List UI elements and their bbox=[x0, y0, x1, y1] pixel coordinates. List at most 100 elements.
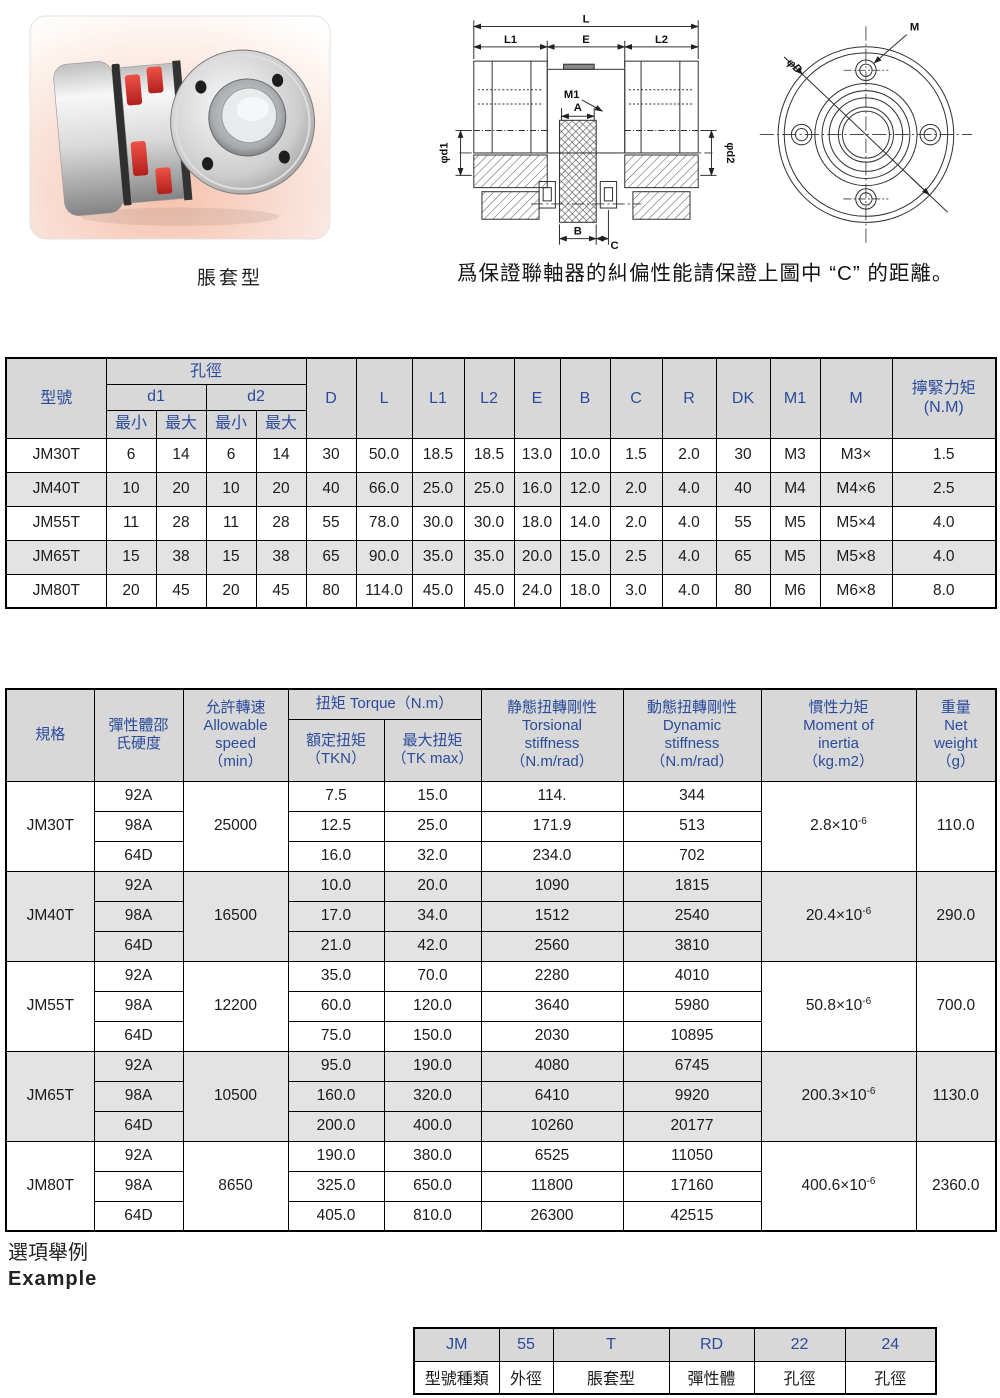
col-header: M bbox=[819, 357, 893, 439]
section-view-drawing: L L1 E L2 M1 A B C φd1 φd2 bbox=[438, 13, 735, 250]
cell: 55 bbox=[498, 1327, 554, 1362]
cell: 17160 bbox=[622, 1170, 762, 1202]
cell: 13.0 bbox=[513, 437, 561, 473]
cell: 2.5 bbox=[891, 471, 997, 507]
cell: 2280 bbox=[480, 960, 624, 992]
model-cell: JM65T bbox=[5, 539, 107, 575]
cell: 11 bbox=[105, 505, 157, 541]
col-header: D bbox=[305, 357, 357, 439]
table-row: JM40T 92A 16500 10.0 20.0 1090 1815 20.4… bbox=[5, 870, 997, 962]
cell: 92A bbox=[93, 960, 184, 992]
col-header-d2: d2 bbox=[205, 383, 307, 411]
col-header-speed: 允許轉速 Allowable speed （min） bbox=[182, 688, 289, 782]
dim-label-A: A bbox=[574, 102, 582, 114]
cell: 190.0 bbox=[287, 1140, 385, 1172]
example-label-row: 型號種類 外徑 脹套型 彈性體 孔徑 孔徑 bbox=[413, 1360, 937, 1395]
dim-label-d1: φd1 bbox=[438, 142, 450, 163]
cell: 4.0 bbox=[661, 539, 717, 575]
cell: 17.0 bbox=[287, 900, 385, 932]
alignment-note: 爲保證聯軸器的糾偏性能請保證上圖中 “C” 的距離。 bbox=[457, 262, 954, 285]
cell: 20 bbox=[105, 573, 157, 609]
col-header: L bbox=[355, 357, 413, 439]
cell: 42515 bbox=[622, 1200, 762, 1232]
cell: 80 bbox=[715, 573, 771, 609]
cell: 114. bbox=[480, 780, 624, 812]
dim-label-E: E bbox=[582, 34, 590, 46]
col-header: E bbox=[513, 357, 561, 439]
dim-label-M: M bbox=[910, 21, 919, 33]
col-header-min: 最小 bbox=[205, 409, 257, 439]
table-header-row: 型號 孔徑 D L L1 L2 E B C R DK M1 M 擰緊力矩 (N.… bbox=[5, 357, 997, 439]
cell: 2560 bbox=[480, 930, 624, 962]
cell: 4.0 bbox=[661, 505, 717, 541]
cell: 92A bbox=[93, 1140, 184, 1172]
cell: 65 bbox=[715, 539, 771, 575]
dim-label-L1: L1 bbox=[504, 34, 517, 46]
cell: 45.0 bbox=[463, 573, 515, 609]
col-header-inertia: 慣性力矩 Moment of inertia （kg.m2） bbox=[760, 688, 917, 782]
cell: 15.0 bbox=[559, 539, 611, 575]
cell: 20.0 bbox=[383, 870, 482, 902]
cell: 彈性體 bbox=[668, 1360, 755, 1395]
cell: 30 bbox=[305, 437, 357, 473]
cell: M3 bbox=[769, 437, 821, 473]
cell: 98A bbox=[93, 1080, 184, 1112]
cell: 18.5 bbox=[411, 437, 465, 473]
cell: 200.0 bbox=[287, 1110, 385, 1142]
cell: 234.0 bbox=[480, 840, 624, 872]
cell: 2540 bbox=[622, 900, 762, 932]
col-header: L2 bbox=[463, 357, 515, 439]
cell: 20 bbox=[155, 471, 207, 507]
col-header-tightening-torque: 擰緊力矩 (N.M) bbox=[891, 357, 997, 439]
cell: 34.0 bbox=[383, 900, 482, 932]
model-cell: JM55T bbox=[5, 505, 107, 541]
table-row: JM55T 11 28 11 28 55 78.0 30.0 30.0 18.0 14.0 2.0 4.… bbox=[5, 505, 997, 541]
cell: 4010 bbox=[622, 960, 762, 992]
cell: 344 bbox=[622, 780, 762, 812]
col-header: M1 bbox=[769, 357, 821, 439]
cell: 75.0 bbox=[287, 1020, 385, 1052]
weight-cell: 2360.0 bbox=[915, 1140, 997, 1232]
cell: 405.0 bbox=[287, 1200, 385, 1232]
cell: 45.0 bbox=[411, 573, 465, 609]
cell: 24.0 bbox=[513, 573, 561, 609]
cell: 38 bbox=[255, 539, 307, 575]
cell: JM bbox=[413, 1327, 500, 1362]
col-header-weight: 重量 Net weight （g） bbox=[915, 688, 997, 782]
cell: 40 bbox=[305, 471, 357, 507]
cell: 4.0 bbox=[661, 471, 717, 507]
cell: 1815 bbox=[622, 870, 762, 902]
cell: 11050 bbox=[622, 1140, 762, 1172]
cell: 20 bbox=[205, 573, 257, 609]
cell: 孔徑 bbox=[844, 1360, 937, 1395]
col-header: L1 bbox=[411, 357, 465, 439]
table-row: 64D 405.0 810.0 26300 42515 bbox=[6, 1200, 996, 1232]
cell: 40 bbox=[715, 471, 771, 507]
cell: 702 bbox=[622, 840, 762, 872]
cell: 5980 bbox=[622, 990, 762, 1022]
cell: 35.0 bbox=[463, 539, 515, 575]
cell: 外徑 bbox=[498, 1360, 554, 1395]
cell: 20 bbox=[255, 471, 307, 507]
weight-cell: 110.0 bbox=[915, 780, 997, 872]
cell: 8.0 bbox=[891, 573, 997, 609]
cell: 114.0 bbox=[355, 573, 413, 609]
cell: 10500 bbox=[182, 1050, 289, 1142]
model-cell: JM40T bbox=[5, 870, 95, 962]
cell: 45 bbox=[155, 573, 207, 609]
cell: 2030 bbox=[480, 1020, 624, 1052]
col-header: R bbox=[661, 357, 717, 439]
cell: 95.0 bbox=[287, 1050, 385, 1082]
cell: M5 bbox=[769, 505, 821, 541]
table-header-row: d1 d2 bbox=[6, 383, 996, 411]
cell: 42.0 bbox=[383, 930, 482, 962]
col-header: DK bbox=[715, 357, 771, 439]
table-row: 64D 200.0 400.0 10260 20177 bbox=[6, 1110, 996, 1142]
cell: 2.5 bbox=[609, 539, 663, 575]
cell: M5×4 bbox=[819, 505, 893, 541]
cell: 6 bbox=[105, 437, 157, 473]
cell: 4.0 bbox=[891, 539, 997, 575]
col-header-min: 最小 bbox=[105, 409, 157, 439]
table-header-row: 額定扭矩 （TKN） 最大扭矩 （TK max） bbox=[6, 718, 996, 782]
table-row: 98A 160.0 320.0 6410 9920 bbox=[6, 1080, 996, 1112]
